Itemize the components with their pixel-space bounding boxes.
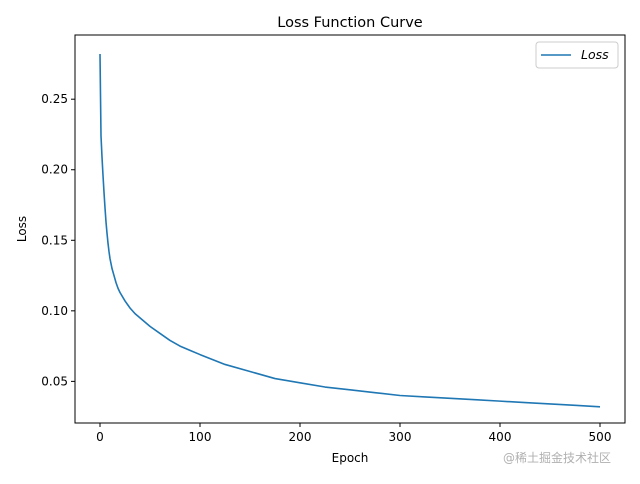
y-axis-ticks: 0.05 0.10 0.15 0.20 0.25 xyxy=(41,92,75,388)
x-axis-label: Epoch xyxy=(332,451,369,465)
x-tick-label: 200 xyxy=(289,430,312,444)
series-line-loss xyxy=(99,54,601,408)
legend-box xyxy=(535,41,619,69)
y-tick-label: 0.05 xyxy=(41,374,68,388)
chart-title: Loss Function Curve xyxy=(277,15,423,31)
y-tick-label: 0.25 xyxy=(41,92,68,106)
y-tick-label: 0.20 xyxy=(41,163,68,177)
legend-label-loss: Loss xyxy=(581,47,609,62)
x-tick-label: 0 xyxy=(96,430,104,444)
x-tick-label: 500 xyxy=(589,430,612,444)
plot-area xyxy=(99,54,601,408)
y-axis-label: Loss xyxy=(15,216,29,242)
watermark-text: @稀土掘金技术社区 xyxy=(503,451,612,465)
x-tick-label: 300 xyxy=(389,430,412,444)
legend: Loss xyxy=(535,41,619,69)
axes-frame xyxy=(74,34,626,424)
x-tick-label: 400 xyxy=(489,430,512,444)
y-tick-label: 0.10 xyxy=(41,304,68,318)
x-axis-ticks: 0 100 200 300 400 500 xyxy=(96,423,611,444)
x-tick-label: 100 xyxy=(189,430,212,444)
y-tick-label: 0.15 xyxy=(41,233,68,247)
